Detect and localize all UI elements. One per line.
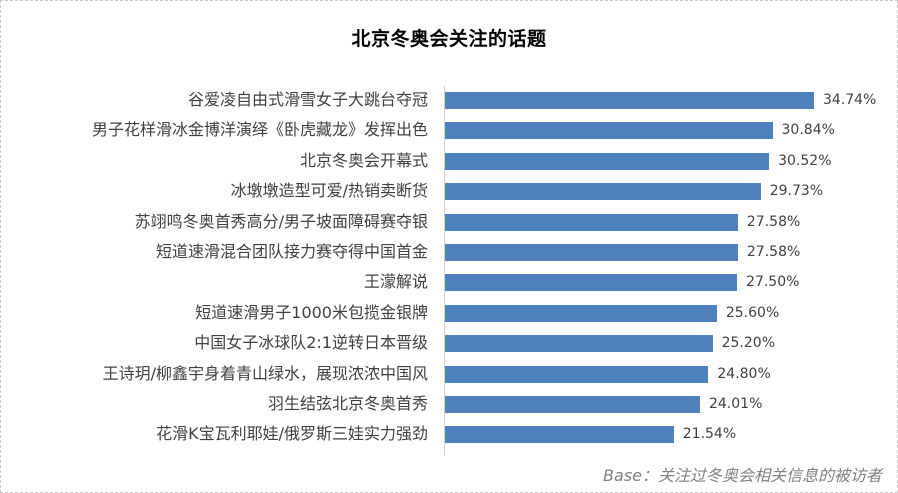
bar-row: 短道速滑混合团队接力赛夺得中国首金 27.58% — [0, 238, 898, 268]
bar — [445, 426, 674, 444]
bar-row: 花滑K宝瓦利耶娃/俄罗斯三娃实力强劲 21.54% — [0, 420, 898, 450]
bar-row: 短道速滑男子1000米包揽金银牌 25.60% — [0, 299, 898, 329]
category-label: 王诗玥/柳鑫宇身着青山绿水，展现浓浓中国风 — [102, 363, 428, 383]
data-label: 27.50% — [746, 274, 800, 291]
category-label: 苏翊鸣冬奥首秀高分/男子坡面障碍赛夺银 — [134, 211, 428, 231]
bar — [445, 274, 738, 292]
category-label: 北京冬奥会开幕式 — [299, 150, 428, 170]
bar — [445, 304, 717, 322]
data-label: 29.73% — [769, 183, 824, 200]
data-label: 27.58% — [746, 244, 801, 260]
data-label: 21.54% — [682, 426, 737, 443]
data-label: 34.74% — [822, 92, 877, 108]
data-label: 27.58% — [746, 213, 801, 230]
plot-area: 谷爱凌自由式滑雪女子大跳台夺冠 34.74% 男子花样滑冰金博洋演绎《卧虎藏龙》发挥… — [0, 86, 898, 456]
bar — [445, 213, 738, 231]
data-label: 25.20% — [721, 335, 775, 352]
bar — [445, 122, 773, 140]
data-label: 30.52% — [778, 152, 832, 169]
category-label: 羽生结弦北京冬奥首秀 — [267, 394, 428, 413]
bar-row: 王濛解说 27.50% — [0, 268, 898, 298]
bar-row: 北京冬奥会开幕式 30.52% — [0, 147, 898, 177]
data-label: 24.80% — [717, 365, 771, 382]
bar-row: 羽生结弦北京冬奥首秀 24.01% — [0, 390, 898, 420]
data-label: 30.84% — [781, 122, 835, 139]
category-label: 谷爱凌自由式滑雪女子大跳台夺冠 — [187, 90, 428, 109]
data-label: 25.60% — [725, 304, 780, 321]
bar — [445, 365, 709, 383]
bar-row: 冰墩墩造型可爱/热销卖断货 29.73% — [0, 177, 898, 207]
bar-row: 苏翊鸣冬奥首秀高分/男子坡面障碍赛夺银 27.58% — [0, 208, 898, 238]
bar-row: 中国女子冰球队2:1逆转日本晋级 25.20% — [0, 329, 898, 359]
category-label: 中国女子冰球队2:1逆转日本晋级 — [194, 333, 428, 353]
bar-row: 谷爱凌自由式滑雪女子大跳台夺冠 34.74% — [0, 86, 898, 116]
category-axis-line — [444, 86, 445, 456]
bar — [445, 244, 738, 261]
bar — [445, 92, 814, 109]
base-note: Base：关注过冬奥会相关信息的被访者 — [603, 466, 882, 485]
bar-row: 男子花样滑冰金博洋演绎《卧虎藏龙》发挥出色 30.84% — [0, 116, 898, 146]
data-label: 24.01% — [708, 396, 763, 412]
bar — [445, 152, 770, 170]
bar-row: 王诗玥/柳鑫宇身着青山绿水，展现浓浓中国风 24.80% — [0, 360, 898, 390]
category-label: 花滑K宝瓦利耶娃/俄罗斯三娃实力强劲 — [156, 424, 428, 444]
bar — [445, 335, 713, 353]
category-label: 短道速滑混合团队接力赛夺得中国首金 — [155, 242, 428, 261]
category-label: 冰墩墩造型可爱/热销卖断货 — [230, 181, 428, 201]
chart-title: 北京冬奥会关注的话题 — [351, 28, 547, 50]
bar — [445, 396, 700, 413]
category-label: 男子花样滑冰金博洋演绎《卧虎藏龙》发挥出色 — [91, 120, 428, 140]
category-label: 短道速滑男子1000米包揽金银牌 — [195, 302, 428, 322]
category-label: 王濛解说 — [363, 272, 428, 292]
bar — [445, 183, 761, 201]
